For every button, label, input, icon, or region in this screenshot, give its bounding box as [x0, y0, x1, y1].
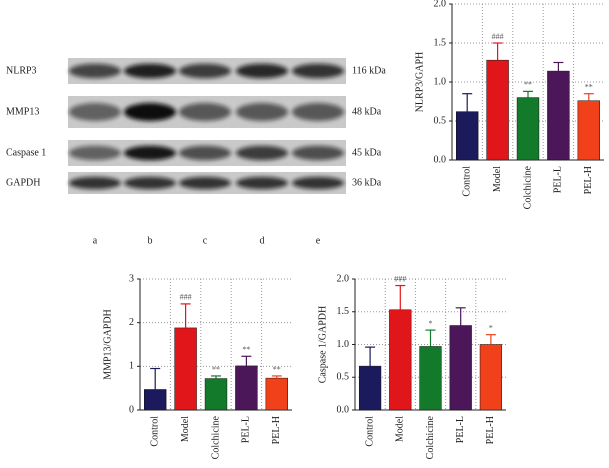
blot-row-label: NLRP3 [6, 65, 37, 76]
bar [516, 97, 540, 161]
x-tick-label: PEL-L [553, 166, 564, 193]
x-tick-label: Model [180, 416, 191, 442]
bar [449, 325, 472, 411]
lane-label: b [148, 235, 153, 246]
bar-chart: 0.0 0.5 1.0 1.5 2.0 NLRP3/GAPH Control ### Model… [414, 0, 604, 209]
x-tick-label: PEL-L [241, 416, 252, 443]
significance-label: * [429, 319, 433, 328]
bar [419, 346, 442, 411]
x-tick-label: Control [461, 166, 472, 197]
blot-band [69, 103, 121, 121]
bar [358, 365, 382, 411]
blot-band [236, 63, 288, 79]
bar [389, 309, 412, 411]
blot-size-label: 48 kDa [352, 106, 382, 117]
significance-label: ** [585, 83, 593, 92]
blot-band [292, 103, 344, 121]
blot-band [69, 145, 121, 161]
significance-label: ### [394, 274, 406, 283]
lane-label: a [93, 235, 98, 246]
bar [486, 59, 509, 161]
y-tick-label: 0.0 [434, 154, 447, 165]
blot-size-label: 36 kDa [352, 177, 382, 188]
blot-band [124, 176, 176, 190]
x-tick-label: PEL-H [271, 416, 282, 444]
blot-band [236, 103, 288, 121]
blot-band [179, 63, 231, 79]
x-tick-label: Colchicine [425, 415, 436, 459]
y-tick-label: 0 [129, 404, 134, 415]
bar-chart: 0 1 2 3 MMP13/GAPDH Control ### Model ** Colchici… [102, 273, 292, 459]
significance-label: ** [212, 365, 220, 374]
significance-label: ** [524, 80, 532, 89]
x-tick-label: Model [395, 416, 406, 442]
y-axis-label: Caspase 1/GAPDH [317, 306, 328, 384]
bar [547, 70, 570, 161]
bar [204, 378, 228, 411]
y-tick-label: 1 [129, 361, 134, 372]
blot-band [69, 63, 121, 79]
significance-label: * [489, 324, 493, 333]
western-blot: NLRP3 116 kDa MMP13 48 kDa Caspase 1 45 kDa GA… [6, 58, 386, 246]
x-tick-label: Model [492, 166, 503, 192]
bar [577, 100, 600, 161]
significance-label: ### [180, 293, 192, 302]
blot-band [179, 145, 231, 161]
x-tick-label: PEL-L [455, 416, 466, 443]
blot-band [124, 145, 176, 161]
blot-band [236, 176, 288, 190]
y-axis-label: NLRP3/GAPH [414, 52, 425, 113]
x-tick-label: Control [149, 416, 160, 447]
x-tick-label: PEL-H [583, 166, 594, 194]
x-tick-label: PEL-H [485, 416, 496, 444]
significance-label: ** [242, 345, 250, 354]
y-tick-label: 0.5 [337, 372, 350, 383]
lane-label: c [203, 235, 208, 246]
lane-label: e [316, 235, 321, 246]
bar [235, 365, 258, 411]
bar [144, 389, 167, 411]
bar [456, 111, 479, 161]
blot-band [292, 63, 344, 79]
blot-band [236, 145, 288, 161]
y-tick-label: 2 [129, 317, 134, 328]
y-tick-label: 1.0 [337, 339, 350, 350]
significance-label: ** [273, 365, 281, 374]
bar [174, 327, 197, 411]
y-tick-label: 0.5 [434, 115, 447, 126]
lane-label: d [260, 235, 265, 246]
x-tick-label: Control [364, 416, 375, 447]
y-tick-label: 2.0 [434, 0, 447, 9]
blot-row-label: Caspase 1 [6, 147, 46, 158]
y-tick-label: 1.5 [337, 306, 350, 317]
x-tick-label: Colchicine [522, 165, 533, 209]
blot-size-label: 45 kDa [352, 147, 382, 158]
x-tick-label: Colchicine [210, 415, 221, 459]
bar [265, 377, 288, 411]
blot-band [179, 103, 231, 121]
blot-row-label: GAPDH [6, 177, 40, 188]
blot-band [179, 176, 231, 190]
y-axis-label: MMP13/GAPDH [102, 309, 113, 380]
y-tick-label: 1.0 [434, 76, 447, 87]
y-tick-label: 2.0 [337, 273, 350, 284]
blot-band [292, 176, 344, 190]
bar [479, 344, 503, 411]
blot-band [292, 145, 344, 161]
y-tick-label: 3 [129, 273, 134, 284]
y-tick-label: 1.5 [434, 37, 447, 48]
blot-band [69, 176, 121, 190]
blot-size-label: 116 kDa [352, 65, 386, 76]
y-tick-label: 0.0 [337, 404, 350, 415]
blot-band [124, 63, 176, 79]
bar-chart: 0.0 0.5 1.0 1.5 2.0 Caspase 1/GAPDH Control ###… [317, 273, 506, 459]
blot-row-label: MMP13 [6, 106, 39, 117]
blot-band [124, 103, 176, 121]
significance-label: ### [492, 32, 504, 41]
